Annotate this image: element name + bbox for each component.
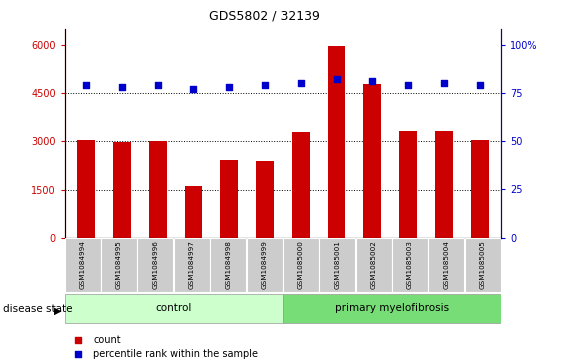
Text: GSM1085002: GSM1085002 [370,241,377,289]
Bar [464,238,501,292]
Text: primary myelofibrosis: primary myelofibrosis [335,303,449,313]
Text: GSM1084996: GSM1084996 [153,241,158,289]
Point [189,86,198,92]
Point [261,82,270,88]
Text: disease state: disease state [3,304,72,314]
Point [475,82,484,88]
Point [118,84,127,90]
Bar [149,141,167,238]
Bar [328,46,346,238]
Bar [256,161,274,238]
Bar [65,238,101,292]
Point [404,82,413,88]
Bar [101,238,137,292]
Text: GSM1084994: GSM1084994 [80,241,86,289]
Bar [319,238,355,292]
Bar [65,294,283,323]
Bar [174,238,210,292]
Bar [283,238,319,292]
Text: control: control [155,303,192,313]
Bar [435,131,453,238]
Text: GSM1084998: GSM1084998 [225,241,231,289]
Bar [392,238,428,292]
Bar [77,140,95,238]
Bar [210,238,246,292]
Text: ▶: ▶ [54,306,61,316]
Bar [137,238,173,292]
Point [332,76,341,82]
Bar [471,140,489,238]
Bar [283,294,501,323]
Text: count: count [93,335,120,345]
Bar [356,238,392,292]
Point [73,351,82,357]
Bar [292,132,310,238]
Text: GSM1085000: GSM1085000 [298,241,304,289]
Bar [185,186,203,238]
Bar [428,238,464,292]
Bar [113,142,131,238]
Text: GSM1084997: GSM1084997 [189,241,195,289]
Text: GSM1084995: GSM1084995 [116,241,122,289]
Text: GSM1085005: GSM1085005 [480,241,486,289]
Text: GSM1085004: GSM1085004 [443,241,449,289]
Bar [399,131,417,238]
Point [73,337,82,343]
Text: GSM1084999: GSM1084999 [262,241,267,289]
Point [296,80,305,86]
Point [368,78,377,84]
Text: GSM1085001: GSM1085001 [334,241,340,289]
Bar [220,160,238,238]
Text: GSM1085003: GSM1085003 [407,241,413,289]
Point [439,80,448,86]
Point [153,82,162,88]
Bar [247,238,283,292]
Text: percentile rank within the sample: percentile rank within the sample [93,350,258,359]
Point [82,82,91,88]
Text: GDS5802 / 32139: GDS5802 / 32139 [209,9,320,22]
Point [225,84,234,90]
Bar [363,83,381,238]
